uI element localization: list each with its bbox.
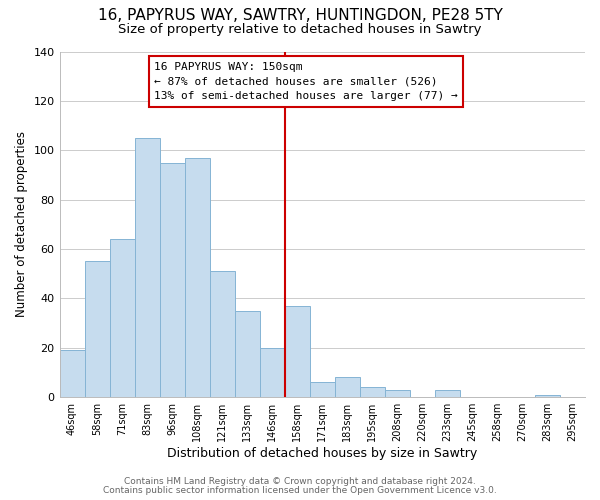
Bar: [134, 138, 160, 397]
Bar: [310, 382, 335, 397]
Bar: [160, 162, 185, 397]
Text: Contains HM Land Registry data © Crown copyright and database right 2024.: Contains HM Land Registry data © Crown c…: [124, 477, 476, 486]
Bar: [59, 350, 85, 397]
Bar: [335, 378, 360, 397]
Bar: [285, 306, 310, 397]
Text: Contains public sector information licensed under the Open Government Licence v3: Contains public sector information licen…: [103, 486, 497, 495]
Bar: [435, 390, 460, 397]
Bar: [185, 158, 209, 397]
Text: 16, PAPYRUS WAY, SAWTRY, HUNTINGDON, PE28 5TY: 16, PAPYRUS WAY, SAWTRY, HUNTINGDON, PE2…: [98, 8, 502, 22]
Y-axis label: Number of detached properties: Number of detached properties: [15, 132, 28, 318]
Bar: [385, 390, 410, 397]
Bar: [209, 272, 235, 397]
Bar: [360, 388, 385, 397]
Bar: [235, 311, 260, 397]
Text: 16 PAPYRUS WAY: 150sqm
← 87% of detached houses are smaller (526)
13% of semi-de: 16 PAPYRUS WAY: 150sqm ← 87% of detached…: [154, 62, 458, 102]
Bar: [535, 394, 560, 397]
X-axis label: Distribution of detached houses by size in Sawtry: Distribution of detached houses by size …: [167, 447, 478, 460]
Bar: [85, 262, 110, 397]
Bar: [110, 239, 134, 397]
Bar: [260, 348, 285, 397]
Text: Size of property relative to detached houses in Sawtry: Size of property relative to detached ho…: [118, 22, 482, 36]
